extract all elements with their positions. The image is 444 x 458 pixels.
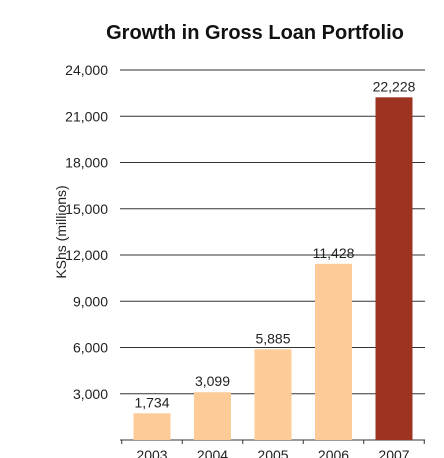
x-tick-label: 2004 (197, 447, 228, 458)
y-axis-label: KShs (millions) (53, 185, 69, 278)
y-tick-label: 21,000 (65, 108, 108, 124)
y-tick-label: 9,000 (73, 293, 108, 309)
data-label: 5,885 (255, 330, 290, 346)
x-tick-label: 2005 (257, 447, 288, 458)
bar (315, 263, 352, 440)
data-label: 22,228 (373, 78, 416, 94)
bar (375, 97, 413, 441)
y-tick-label: 6,000 (73, 340, 108, 356)
y-tick-label: 12,000 (65, 247, 108, 263)
bar (133, 413, 171, 440)
y-tick-label: 24,000 (65, 62, 108, 78)
y-tick-label: 18,000 (65, 155, 108, 171)
bar (254, 349, 292, 440)
x-tick-label: 2007 (378, 447, 409, 458)
data-label: 11,428 (313, 245, 355, 261)
bar (194, 392, 231, 440)
data-label: 1,734 (134, 394, 169, 410)
x-tick-label: 2003 (136, 447, 167, 458)
data-label: 3,099 (195, 373, 230, 389)
chart-title: Growth in Gross Loan Portfolio (106, 22, 404, 44)
y-tick-label: 15,000 (65, 201, 108, 217)
y-tick-label: 3,000 (73, 386, 108, 402)
x-tick-label: 2006 (318, 447, 349, 458)
